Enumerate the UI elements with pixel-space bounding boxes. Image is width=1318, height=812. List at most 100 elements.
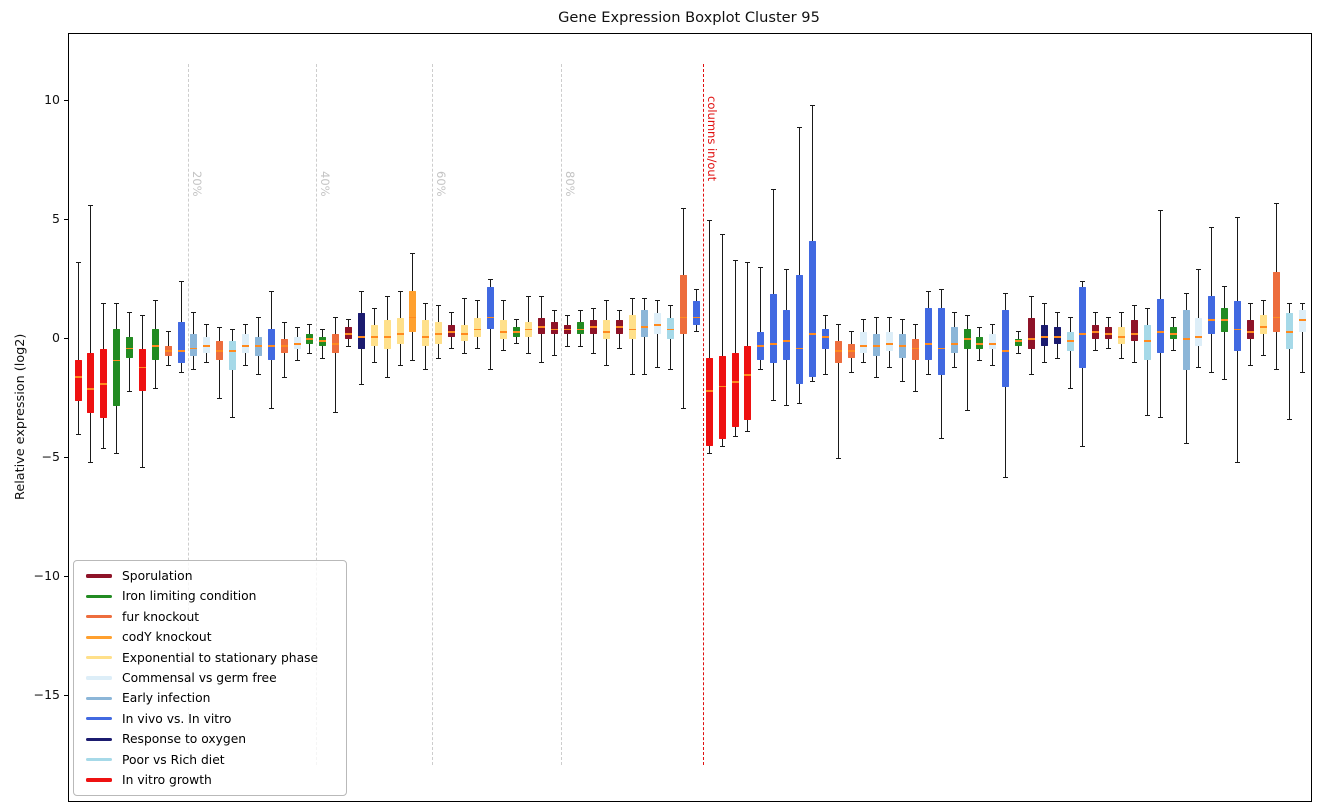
box-median (267, 345, 275, 348)
box-cap-bottom (204, 362, 210, 364)
box-whisker (837, 324, 839, 458)
box-whisker (721, 234, 723, 447)
box-body (911, 339, 919, 361)
box-cap-bottom (462, 352, 468, 354)
percent-threshold-line (561, 64, 563, 765)
box-body (461, 324, 469, 342)
box-median (1040, 335, 1048, 338)
box-body (190, 334, 198, 356)
box-cap-bottom (990, 364, 996, 366)
box-cap-bottom (938, 438, 944, 440)
box-median (950, 342, 958, 345)
box-cap-top (552, 309, 558, 311)
box-cap-top (423, 302, 429, 304)
box-body (718, 355, 726, 439)
box-cap-top (139, 314, 145, 316)
box-median (216, 350, 224, 352)
box-median (1053, 335, 1061, 338)
box-median (937, 347, 945, 350)
box-whisker (1288, 303, 1290, 420)
box-body (1285, 312, 1293, 349)
box-median (1182, 338, 1190, 340)
box-body (1105, 327, 1113, 339)
box-median (74, 376, 82, 378)
box-median (1208, 319, 1216, 321)
box-cap-bottom (1260, 355, 1266, 357)
box-body (834, 341, 842, 363)
legend-item: Commensal vs germ free (86, 671, 334, 685)
box-median (1272, 316, 1280, 319)
box-median (126, 347, 134, 350)
box-cap-top (487, 279, 493, 280)
box-body (1234, 300, 1242, 351)
box-cap-top (1132, 305, 1137, 307)
legend-swatch (86, 615, 112, 619)
percent-threshold-label: 20% (189, 171, 204, 197)
box-whisker (708, 220, 710, 454)
y-tick-label: 0 (52, 330, 60, 345)
box-cap-top (771, 188, 777, 190)
box-cap-top (1260, 300, 1266, 302)
y-tick-label: −5 (41, 449, 60, 464)
box-cap-bottom (964, 409, 970, 411)
box-median (899, 345, 907, 348)
box-cap-top (307, 324, 313, 326)
box-body (499, 319, 507, 339)
box-cap-top (835, 324, 841, 326)
legend-label: In vivo vs. In vitro (122, 711, 232, 726)
box-median (306, 338, 314, 340)
box-cap-top (951, 312, 957, 314)
box-cap-bottom (1286, 419, 1292, 421)
box-median (989, 342, 997, 345)
box-cap-bottom (887, 367, 893, 369)
box-body (1169, 327, 1177, 339)
box-whisker (760, 267, 762, 370)
box-median (254, 345, 262, 348)
y-tick-mark (64, 695, 68, 697)
box-body (1195, 317, 1203, 347)
box-cap-top (668, 305, 674, 307)
box-median (113, 359, 121, 362)
box-cap-top (655, 300, 661, 302)
box-body (396, 317, 404, 344)
box-cap-top (629, 298, 635, 300)
box-median (692, 316, 700, 319)
box-cap-bottom (809, 381, 815, 383)
box-body (151, 329, 159, 361)
y-tick-label: −15 (33, 687, 60, 702)
box-median (87, 388, 95, 390)
box-cap-bottom (1299, 371, 1305, 373)
box-median (151, 345, 159, 348)
box-cap-top (152, 300, 158, 302)
box-body (628, 315, 636, 339)
box-cap-bottom (371, 362, 377, 364)
box-median (976, 342, 984, 345)
box-cap-bottom (101, 447, 107, 449)
percent-threshold-label: 80% (563, 171, 578, 197)
box-cap-bottom (217, 398, 223, 399)
box-body (1246, 319, 1254, 339)
box-body (113, 329, 121, 406)
box-cap-bottom (693, 331, 699, 333)
box-cap-top (526, 295, 532, 297)
box-body (667, 317, 675, 339)
box-cap-bottom (500, 350, 506, 352)
box-median (1285, 330, 1293, 333)
columns-inout-line (702, 64, 704, 765)
box-median (525, 328, 533, 331)
box-cap-bottom (1222, 378, 1228, 380)
box-median (1234, 328, 1242, 331)
legend-label: Early infection (122, 691, 211, 706)
box-whisker (966, 315, 968, 411)
box-median (808, 333, 816, 336)
box-whisker (734, 260, 736, 437)
box-cap-top (358, 290, 364, 292)
legend-swatch (86, 778, 112, 782)
box-cap-bottom (397, 364, 403, 366)
box-median (499, 330, 507, 333)
box-cap-bottom (822, 374, 828, 376)
legend-label: In vitro growth (122, 772, 212, 787)
box-median (332, 342, 340, 345)
box-cap-bottom (681, 407, 687, 409)
